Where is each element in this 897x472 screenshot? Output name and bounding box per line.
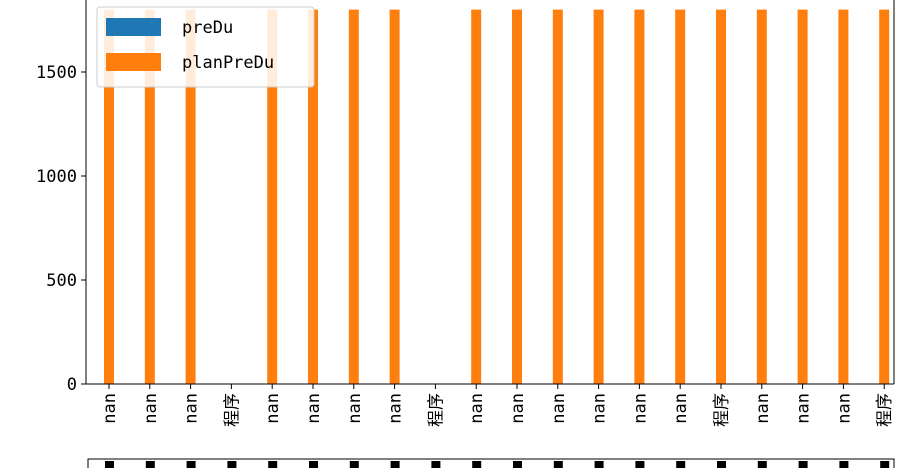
clipped-glyph <box>309 461 318 468</box>
clipped-glyph <box>186 461 196 468</box>
bar-planPreDu-6 <box>348 9 359 384</box>
clipped-frame <box>87 458 895 472</box>
x-tick-label: nan <box>630 393 650 424</box>
clipped-glyph <box>472 461 482 468</box>
clipped-glyph <box>268 461 278 468</box>
clipped-glyph <box>513 461 522 468</box>
x-tick-label: nan <box>753 393 773 424</box>
clipped-glyph <box>717 461 726 468</box>
legend: preDu planPreDu <box>96 6 315 88</box>
x-tick-label: 程序 <box>426 393 446 427</box>
bar-planPreDu-18 <box>838 9 849 384</box>
clipped-glyph <box>594 461 604 468</box>
clipped-glyph <box>676 461 686 468</box>
clipped-glyph <box>635 461 645 468</box>
x-tick-label: nan <box>100 393 120 424</box>
y-ticks-group: 0 500 1000 1500 <box>36 63 86 395</box>
x-tick-label: nan <box>141 393 161 424</box>
legend-swatch-preDu <box>106 18 161 36</box>
x-tick-label: nan <box>549 393 569 424</box>
clipped-glyph <box>431 461 441 468</box>
clipped-glyph <box>145 461 155 468</box>
bar-planPreDu-10 <box>512 9 522 384</box>
bars-group <box>104 9 890 384</box>
y-tick-label: 1000 <box>36 167 77 187</box>
bar-planPreDu-16 <box>756 9 767 384</box>
clipped-glyph <box>880 461 890 468</box>
legend-swatch-planPreDu <box>106 53 161 71</box>
y-tick-label: 1500 <box>36 63 77 83</box>
x-tick-label: nan <box>508 393 528 424</box>
x-tick-label: 程序 <box>712 393 732 427</box>
clipped-lower-labels <box>87 458 895 472</box>
clipped-glyph <box>553 461 563 468</box>
clipped-glyph <box>839 461 849 468</box>
bar-planPreDu-13 <box>634 9 645 384</box>
bar-planPreDu-4 <box>267 9 278 384</box>
bar-planPreDu-11 <box>552 9 563 384</box>
bar-planPreDu-1 <box>144 9 155 384</box>
bar-planPreDu-19 <box>879 9 890 384</box>
legend-label-planPreDu: planPreDu <box>182 53 274 73</box>
x-tick-label: nan <box>671 393 691 424</box>
bar-planPreDu-2 <box>185 9 196 384</box>
legend-label-preDu: preDu <box>182 18 233 38</box>
x-tick-label: nan <box>263 393 283 424</box>
x-tick-label: nan <box>386 393 406 424</box>
clipped-glyph <box>227 461 237 468</box>
clipped-glyph <box>349 461 359 468</box>
x-tick-label: 程序 <box>875 393 895 427</box>
clipped-glyph <box>105 461 114 468</box>
bar-planPreDu-17 <box>797 9 808 384</box>
x-tick-label: 程序 <box>222 393 242 427</box>
axes-group <box>85 0 895 385</box>
x-tick-label: nan <box>304 393 324 424</box>
bar-planPreDu-5 <box>308 9 318 384</box>
bar-planPreDu-12 <box>593 9 604 384</box>
bar-planPreDu-0 <box>104 9 114 384</box>
bar-planPreDu-14 <box>675 9 686 384</box>
clipped-glyph <box>757 461 767 468</box>
x-tick-label: nan <box>467 393 487 424</box>
x-tick-label: nan <box>794 393 814 424</box>
x-tick-label: nan <box>590 393 610 424</box>
x-tick-label: nan <box>345 393 365 424</box>
clipped-glyph <box>798 461 808 468</box>
clipped-glyph <box>390 461 400 468</box>
y-tick-label: 0 <box>67 375 77 395</box>
bar-planPreDu-15 <box>716 9 726 384</box>
bar-planPreDu-9 <box>471 9 482 384</box>
bar-planPreDu-7 <box>389 9 400 384</box>
y-tick-label: 500 <box>46 271 77 291</box>
x-tick-label: nan <box>834 393 854 424</box>
x-ticks-group: nan nan nan 程序 nan nan nan nan 程序 nan nan nan nan nan… <box>100 384 895 427</box>
x-tick-label: nan <box>182 393 202 424</box>
